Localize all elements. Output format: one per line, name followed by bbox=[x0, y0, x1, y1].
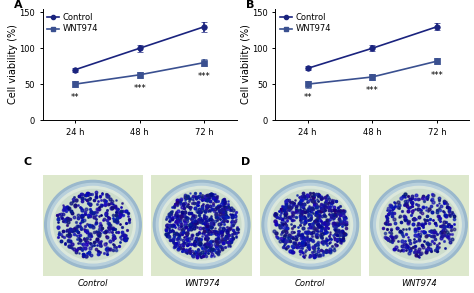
Text: Control: Control bbox=[295, 279, 326, 288]
Text: C: C bbox=[24, 156, 32, 167]
Ellipse shape bbox=[374, 183, 464, 266]
Text: ***: *** bbox=[198, 72, 210, 81]
Ellipse shape bbox=[380, 190, 458, 260]
Text: A: A bbox=[14, 0, 22, 10]
Ellipse shape bbox=[268, 186, 353, 263]
Y-axis label: Cell viability (%): Cell viability (%) bbox=[241, 24, 251, 104]
Ellipse shape bbox=[159, 186, 244, 263]
Ellipse shape bbox=[163, 190, 241, 260]
Ellipse shape bbox=[262, 180, 359, 269]
Ellipse shape bbox=[265, 183, 356, 266]
Legend: Control, WNT974: Control, WNT974 bbox=[47, 13, 98, 33]
Legend: Control, WNT974: Control, WNT974 bbox=[280, 13, 331, 33]
Ellipse shape bbox=[156, 183, 247, 266]
Text: D: D bbox=[241, 156, 250, 167]
Ellipse shape bbox=[371, 180, 467, 269]
Text: B: B bbox=[246, 0, 255, 10]
Text: WNT974: WNT974 bbox=[184, 279, 219, 288]
Text: ***: *** bbox=[430, 71, 443, 80]
Ellipse shape bbox=[45, 180, 141, 269]
Text: **: ** bbox=[303, 93, 312, 103]
Text: Control: Control bbox=[78, 279, 108, 288]
Text: ***: *** bbox=[133, 84, 146, 93]
Text: ***: *** bbox=[366, 86, 379, 95]
Ellipse shape bbox=[51, 186, 135, 263]
Ellipse shape bbox=[377, 186, 461, 263]
Ellipse shape bbox=[153, 180, 250, 269]
Text: **: ** bbox=[71, 93, 79, 102]
Text: WNT974: WNT974 bbox=[401, 279, 437, 288]
Ellipse shape bbox=[48, 183, 138, 266]
Ellipse shape bbox=[271, 190, 349, 260]
Ellipse shape bbox=[54, 190, 132, 260]
Y-axis label: Cell viability (%): Cell viability (%) bbox=[8, 24, 18, 104]
